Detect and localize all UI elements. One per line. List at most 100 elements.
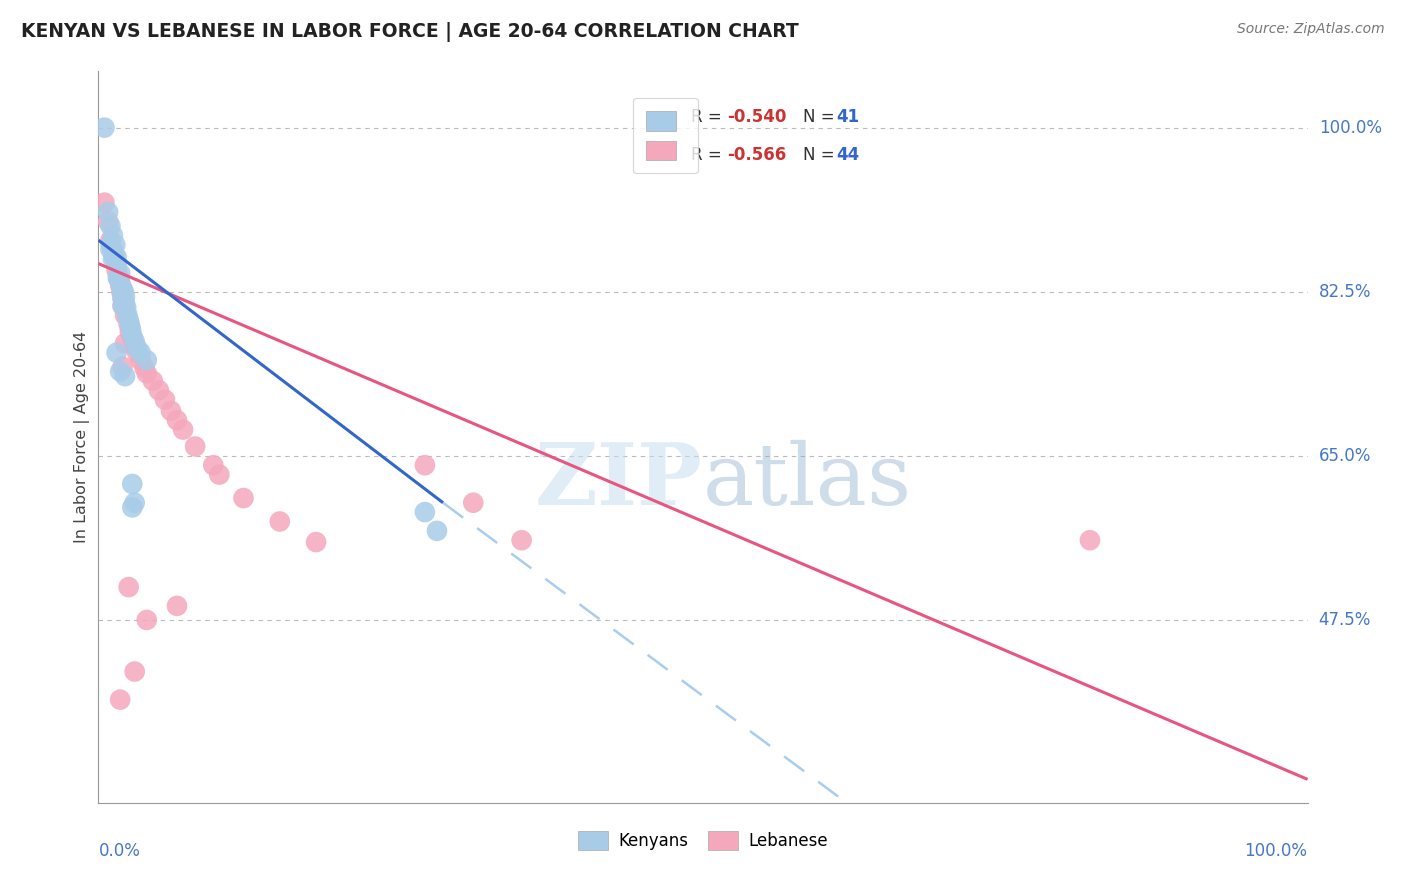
Text: N =: N =: [803, 146, 841, 164]
Text: 44: 44: [837, 146, 859, 164]
Point: [124, 496, 146, 510]
Point: [413, 505, 436, 519]
Point: [129, 353, 152, 368]
Point: [117, 308, 139, 322]
Point: [115, 301, 138, 315]
Text: 41: 41: [837, 109, 859, 127]
Point: [118, 313, 141, 327]
Text: R =: R =: [690, 146, 727, 164]
Point: [101, 243, 124, 257]
Point: [111, 291, 134, 305]
Point: [135, 367, 157, 381]
Point: [426, 524, 449, 538]
Point: [129, 345, 152, 359]
Point: [105, 257, 128, 271]
Point: [108, 266, 131, 280]
Point: [118, 325, 141, 339]
Point: [114, 336, 136, 351]
Point: [120, 322, 142, 336]
Text: -0.540: -0.540: [727, 109, 786, 127]
Point: [124, 334, 146, 349]
Point: [121, 500, 143, 515]
Point: [100, 219, 122, 233]
Point: [100, 233, 122, 247]
Point: [413, 458, 436, 473]
Text: 100.0%: 100.0%: [1319, 119, 1382, 136]
Point: [121, 477, 143, 491]
Point: [111, 299, 134, 313]
Point: [121, 328, 143, 343]
Point: [104, 237, 127, 252]
Point: [510, 533, 533, 548]
Text: 82.5%: 82.5%: [1319, 283, 1371, 301]
Point: [108, 276, 131, 290]
Point: [110, 280, 132, 294]
Point: [124, 338, 146, 352]
Text: ZIP: ZIP: [536, 439, 703, 523]
Point: [101, 228, 124, 243]
Point: [97, 214, 120, 228]
Point: [305, 535, 328, 549]
Point: [111, 282, 134, 296]
Point: [124, 665, 146, 679]
Text: N =: N =: [803, 109, 841, 127]
Point: [111, 299, 134, 313]
Text: 65.0%: 65.0%: [1319, 447, 1371, 465]
Point: [135, 613, 157, 627]
Point: [127, 341, 149, 355]
Point: [118, 318, 141, 332]
Point: [112, 285, 135, 299]
Point: [202, 458, 225, 473]
Y-axis label: In Labor Force | Age 20-64: In Labor Force | Age 20-64: [75, 331, 90, 543]
Point: [118, 580, 141, 594]
Point: [118, 318, 141, 332]
Point: [1078, 533, 1101, 548]
Point: [166, 413, 188, 427]
Text: Source: ZipAtlas.com: Source: ZipAtlas.com: [1237, 22, 1385, 37]
Text: 0.0%: 0.0%: [98, 842, 141, 860]
Point: [105, 345, 128, 359]
Text: atlas: atlas: [703, 440, 912, 523]
Point: [107, 270, 129, 285]
Point: [97, 205, 120, 219]
Point: [108, 270, 131, 285]
Point: [134, 360, 156, 375]
Legend: Kenyans, Lebanese: Kenyans, Lebanese: [571, 824, 835, 856]
Point: [121, 332, 143, 346]
Point: [105, 250, 128, 264]
Point: [93, 195, 115, 210]
Point: [114, 289, 136, 303]
Point: [105, 263, 128, 277]
Point: [114, 297, 136, 311]
Point: [153, 392, 176, 407]
Point: [114, 308, 136, 322]
Text: -0.566: -0.566: [727, 146, 786, 164]
Point: [269, 515, 291, 529]
Point: [184, 440, 207, 454]
Point: [160, 404, 183, 418]
Point: [103, 247, 125, 261]
Point: [135, 353, 157, 368]
Text: KENYAN VS LEBANESE IN LABOR FORCE | AGE 20-64 CORRELATION CHART: KENYAN VS LEBANESE IN LABOR FORCE | AGE …: [21, 22, 799, 42]
Point: [93, 120, 115, 135]
Point: [463, 496, 485, 510]
Text: R =: R =: [690, 109, 727, 127]
Point: [111, 287, 134, 301]
Point: [100, 237, 122, 252]
Point: [101, 252, 124, 266]
Point: [105, 257, 128, 271]
Text: 47.5%: 47.5%: [1319, 611, 1371, 629]
Point: [127, 345, 149, 359]
Point: [111, 359, 134, 374]
Point: [108, 364, 131, 378]
Text: 100.0%: 100.0%: [1244, 842, 1308, 860]
Point: [100, 243, 122, 257]
Point: [142, 374, 165, 388]
Point: [108, 278, 131, 293]
Point: [110, 285, 132, 299]
Point: [103, 250, 125, 264]
Point: [108, 692, 131, 706]
Point: [111, 291, 134, 305]
Point: [232, 491, 254, 505]
Point: [148, 383, 170, 397]
